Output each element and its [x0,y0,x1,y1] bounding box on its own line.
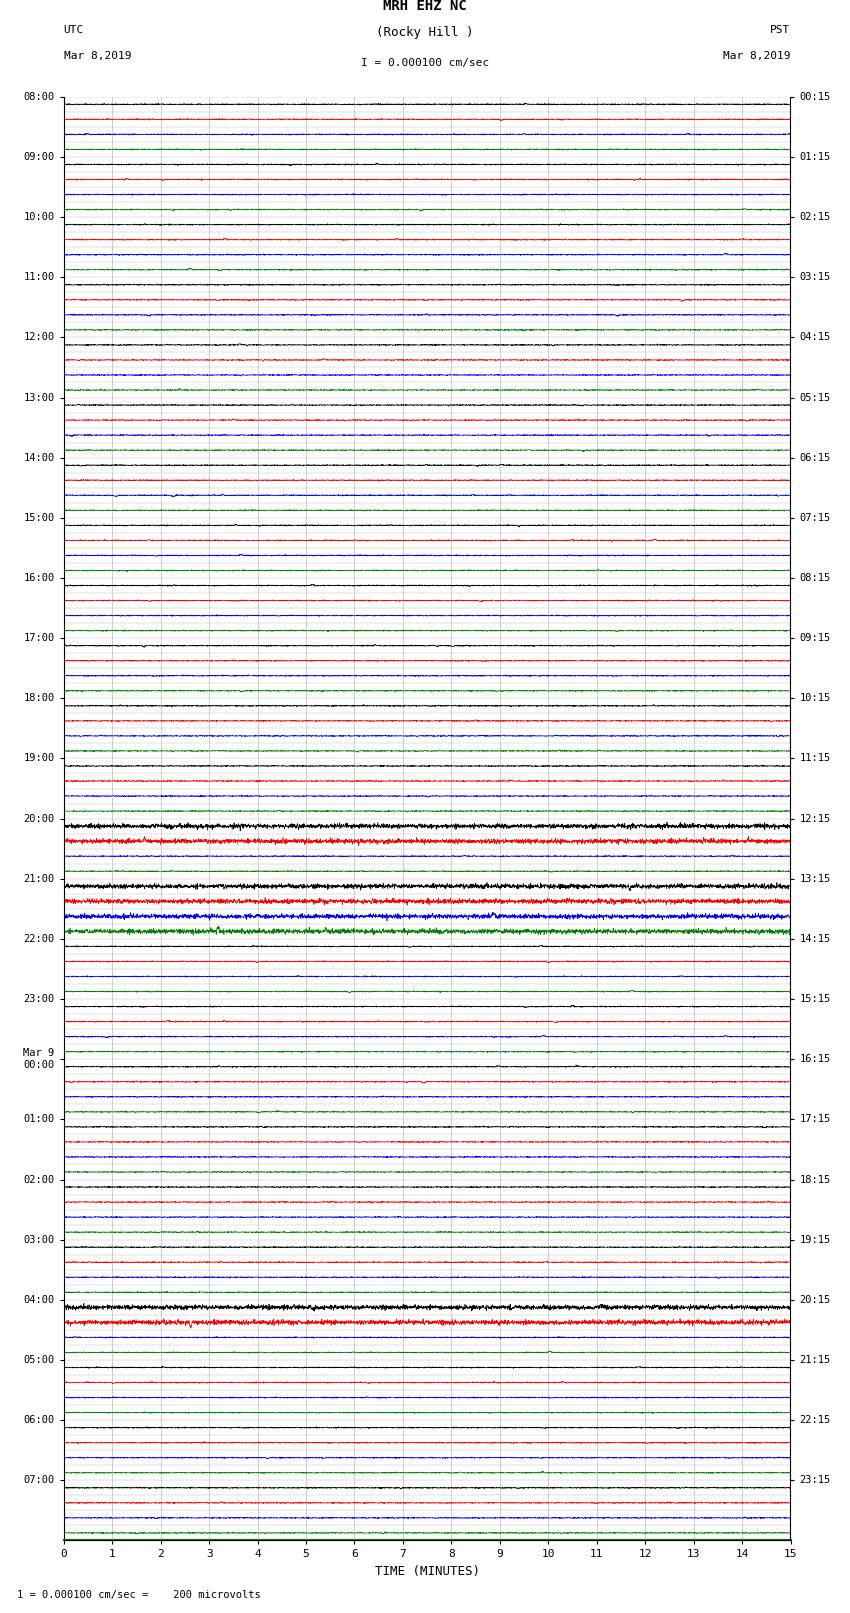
Text: PST: PST [770,26,790,35]
Text: Mar 8,2019: Mar 8,2019 [723,52,791,61]
Text: UTC: UTC [64,26,84,35]
Text: Mar 8,2019: Mar 8,2019 [64,52,131,61]
X-axis label: TIME (MINUTES): TIME (MINUTES) [375,1565,479,1578]
Text: 1 = 0.000100 cm/sec =    200 microvolts: 1 = 0.000100 cm/sec = 200 microvolts [17,1590,261,1600]
Text: MRH EHZ NC: MRH EHZ NC [383,0,467,13]
Text: (Rocky Hill ): (Rocky Hill ) [377,26,473,39]
Text: I = 0.000100 cm/sec: I = 0.000100 cm/sec [361,58,489,68]
